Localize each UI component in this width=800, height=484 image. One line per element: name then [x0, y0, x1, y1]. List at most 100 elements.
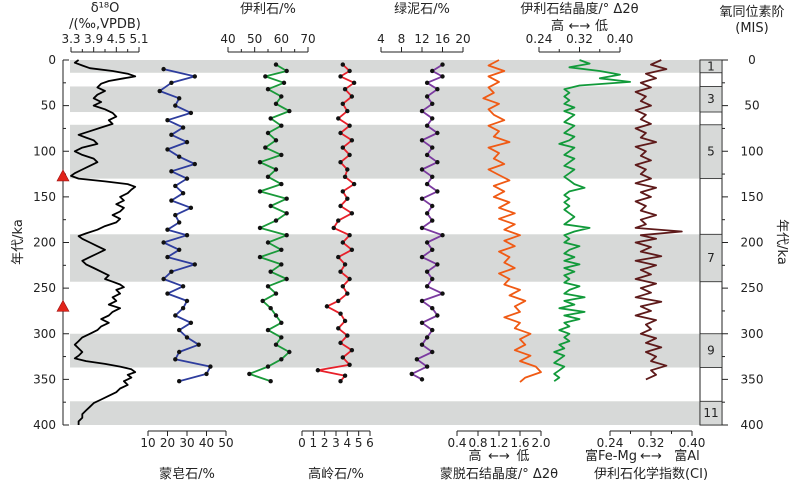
- chlorite-data-point: [424, 94, 430, 99]
- chlorite-data-point: [435, 160, 440, 165]
- illite-tick-label: 40: [220, 32, 235, 46]
- smectite-data-point: [173, 313, 178, 318]
- smectite-data-point: [169, 169, 174, 174]
- smectite-data-point: [192, 74, 197, 79]
- smectite-data-point: [165, 291, 170, 296]
- kaolinite-data-point: [338, 340, 343, 346]
- kaolinite-data-point: [351, 181, 357, 187]
- smectite-data-point: [165, 147, 170, 152]
- illite-data-point: [279, 320, 284, 325]
- kaolinite-tick-label: 4: [344, 436, 352, 450]
- smectite-data-point: [177, 96, 182, 101]
- kaolinite-data-point: [347, 68, 352, 74]
- smectite-data-point: [169, 132, 174, 138]
- kaolinite-tick-label: 5: [355, 436, 363, 450]
- right-tick-label: 250: [741, 281, 764, 295]
- kaolinite-tick-label: 0: [298, 436, 306, 450]
- sm_crystallinity-title: 蒙脱石结晶度/° Δ2θ: [440, 466, 558, 482]
- illite-tick-label: 60: [274, 32, 289, 46]
- smectite-title: 蒙皂石/%: [159, 467, 215, 482]
- illite-data-point: [279, 262, 284, 267]
- smectite-data-point: [184, 233, 190, 238]
- illite-data-point: [273, 218, 279, 223]
- smectite-data-point: [177, 379, 182, 384]
- chlorite-data-point: [435, 189, 440, 194]
- chlorite-data-point: [419, 196, 425, 201]
- illite-data-point: [265, 364, 271, 369]
- illite-data-point: [257, 160, 263, 165]
- illite-data-point: [279, 357, 284, 362]
- chlorite-data-point: [440, 233, 445, 238]
- sm_crystallinity-arrow-right: 低: [516, 449, 529, 464]
- chlorite-data-point: [430, 116, 435, 121]
- kaolinite-data-point: [345, 108, 350, 114]
- chlorite-data-point: [424, 284, 430, 289]
- smectite-data-point: [173, 357, 178, 362]
- kaolinite-data-point: [340, 284, 345, 289]
- right-tick-label: 100: [741, 144, 764, 158]
- kaolinite-data-point: [338, 130, 343, 136]
- right-axis-title: 年代/ka: [774, 219, 789, 265]
- kaolinite-data-point: [349, 94, 355, 99]
- kaolinite-data-point: [345, 196, 350, 201]
- illite-data-point: [268, 306, 273, 311]
- smectite-tick-label: 40: [199, 436, 214, 450]
- smectite-data-point: [169, 269, 174, 274]
- illite-data-point: [265, 240, 271, 245]
- il_chemistry-tick-label: 0.40: [679, 436, 706, 450]
- panel-illite: 40 50 60 70 伊利石/%: [220, 2, 316, 384]
- mis-band-11: [70, 401, 700, 425]
- chlorite-data-point: [435, 313, 440, 318]
- chlorite-data-point: [430, 327, 435, 333]
- il_crystallinity-tick-label: 0.40: [607, 32, 634, 46]
- chlorite-data-point: [430, 145, 435, 150]
- kaolinite-data-point: [338, 269, 343, 274]
- left-tick-label: 100: [33, 144, 56, 158]
- smectite-data-point: [204, 371, 209, 377]
- mis-stage-label: 11: [703, 406, 718, 420]
- d18o-tick-label: 5.1: [129, 32, 148, 46]
- illite-data-point: [287, 349, 292, 355]
- left-tick-label: 0: [48, 53, 56, 67]
- illite-data-point: [279, 152, 284, 158]
- smectite-data-point: [177, 154, 182, 159]
- il_chemistry-series-line: [634, 59, 683, 381]
- left-tick-label: 200: [33, 236, 56, 250]
- chlorite-data-point: [424, 335, 430, 340]
- chlorite-data-point: [419, 377, 425, 382]
- mis-stage-box: [699, 124, 723, 180]
- mis-stage-label: 5: [707, 145, 715, 159]
- kaolinite-data-point: [345, 167, 350, 172]
- chlorite-data-point: [424, 80, 430, 86]
- kaolinite-tick-label: 1: [310, 436, 318, 450]
- right-tick-label: 0: [748, 53, 756, 67]
- chlorite-data-point: [419, 298, 425, 304]
- kaolinite-data-point: [345, 333, 350, 338]
- smectite-data-point: [165, 254, 170, 260]
- kaolinite-data-point: [340, 62, 345, 67]
- chlorite-data-point: [424, 269, 430, 274]
- kaolinite-data-point: [336, 298, 341, 304]
- chlorite-data-point: [440, 74, 445, 79]
- il_chemistry-arrow-glyph: ←→: [640, 449, 662, 464]
- chlorite-tick-label: 20: [455, 32, 470, 46]
- chlorite-data-point: [430, 349, 435, 355]
- chlorite-tick-label: 4: [377, 32, 385, 46]
- chlorite-data-point: [419, 225, 425, 231]
- mis-title: 氧同位素阶: [719, 5, 784, 20]
- kaolinite-data-point: [340, 240, 345, 245]
- smectite-data-point: [177, 327, 182, 333]
- il_chemistry-arrow-right: 富Al: [674, 448, 700, 464]
- il_chemistry-tick-label: 0.24: [597, 436, 624, 450]
- kaolinite-series-line: [316, 63, 356, 382]
- sm_crystallinity-arrow-left: 高: [468, 448, 481, 464]
- illite-data-point: [279, 247, 284, 252]
- kaolinite-data-point: [336, 116, 341, 121]
- kaolinite-data-point: [342, 174, 348, 179]
- illite-data-point: [265, 87, 271, 92]
- chlorite-data-point: [440, 291, 445, 296]
- illite-data-point: [279, 181, 284, 187]
- chlorite-data-point: [419, 320, 425, 325]
